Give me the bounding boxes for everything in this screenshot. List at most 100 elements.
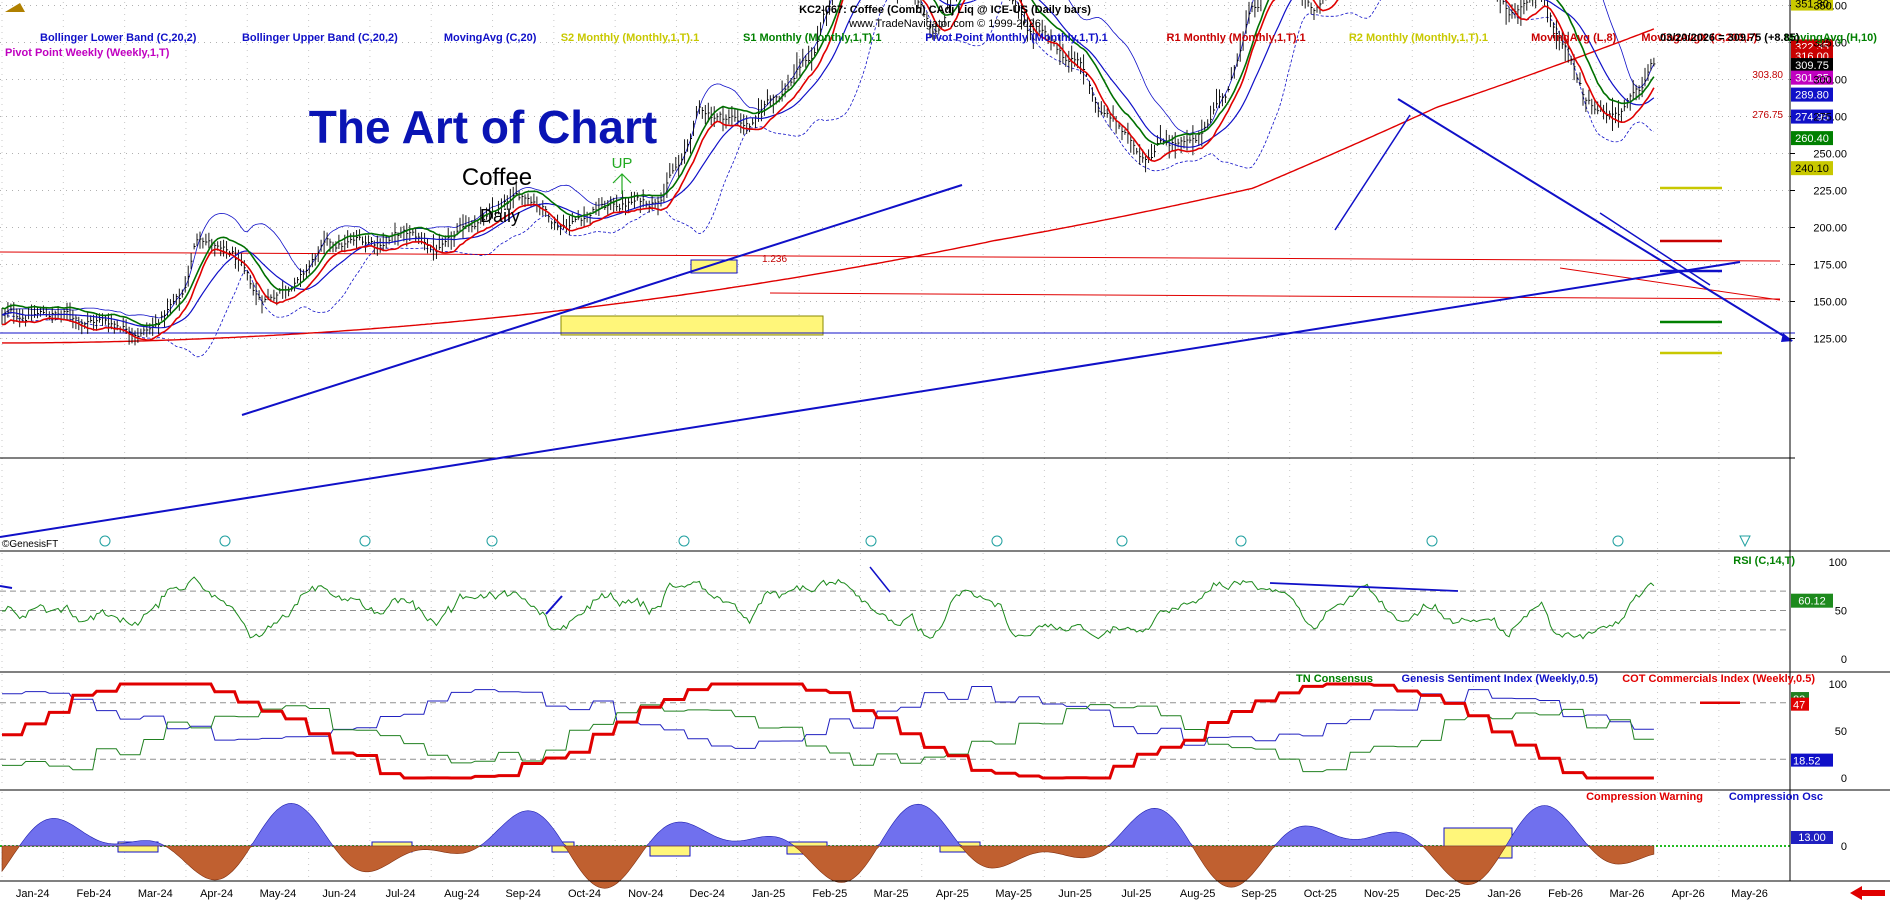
legend-entry: R1 Monthly (Monthly,1,T).1 <box>1167 32 1306 44</box>
ma10-high-line <box>1 0 1655 327</box>
x-tick-label: Feb-25 <box>812 888 847 900</box>
rollover-marker <box>865 535 877 547</box>
rollover-marker <box>99 535 111 547</box>
x-tick-label: Oct-25 <box>1304 888 1337 900</box>
compression-warning-title: Compression Warning <box>1586 791 1703 803</box>
price-tag <box>1791 70 1833 85</box>
rollover-marker <box>991 535 1003 547</box>
support-line <box>1559 267 1781 301</box>
rsi-tick-label: 50 <box>1835 606 1847 618</box>
price-tag <box>1791 161 1833 176</box>
chart-header-title: KC2-067: Coffee (Comb) CAdj Liq @ ICE-US… <box>799 4 1091 16</box>
x-tick-label: Oct-24 <box>568 888 601 900</box>
x-tick-label: May-24 <box>260 888 297 900</box>
rollover-marker <box>1739 535 1751 548</box>
x-tick-label: May-25 <box>995 888 1032 900</box>
rollover-marker <box>1116 535 1128 547</box>
legend-entry: S1 Monthly (Monthly,1,T).1 <box>743 32 882 44</box>
rsi-value-label: 60.12 <box>1798 596 1826 608</box>
sentiment-value-tag <box>1791 753 1833 767</box>
price-tick-label: 225.00 <box>1813 186 1847 198</box>
support-line <box>769 292 1781 300</box>
price-tag <box>1791 0 1833 11</box>
highlight-box <box>560 315 824 336</box>
price-tag <box>1791 131 1833 146</box>
price-tag-label: 274.95 <box>1795 112 1829 124</box>
x-tick-label: Mar-24 <box>138 888 173 900</box>
compression-value-label: 13.00 <box>1798 832 1826 844</box>
line-level-label: 276.75 <box>1752 110 1783 121</box>
rsi-line <box>2 576 1655 640</box>
price-tick-label: 200.00 <box>1813 223 1847 235</box>
x-tick-label: Jun-25 <box>1058 888 1092 900</box>
rollover-marker <box>1235 535 1247 547</box>
rollover-marker <box>1426 535 1438 547</box>
x-tick-label: Dec-25 <box>1425 888 1460 900</box>
price-tag <box>1791 109 1833 124</box>
price-tag-label: 301.25 <box>1795 73 1829 85</box>
rsi-trendline <box>869 566 891 593</box>
x-tick-label: Jan-26 <box>1487 888 1521 900</box>
tn-consensus-title: TN Consensus <box>1296 673 1373 685</box>
cot-index-line <box>2 682 1654 780</box>
sentiment-value-label: 47 <box>1793 700 1805 712</box>
rollover-marker <box>678 535 690 547</box>
legend-entry: MovingAvg (H,10) <box>1784 32 1877 44</box>
x-tick-label: Apr-24 <box>200 888 233 900</box>
price-tag-label: 309.75 <box>1795 60 1829 72</box>
x-tick-label: Jun-24 <box>322 888 356 900</box>
logo-icon <box>5 3 25 12</box>
up-arrow-icon <box>612 173 632 194</box>
scroll-left-arrow-icon <box>1850 886 1885 900</box>
x-tick-label: Sep-24 <box>505 888 540 900</box>
ma200-line <box>2 28 1655 344</box>
price-tick-label: 150.00 <box>1813 297 1847 309</box>
rollover-marker <box>1612 535 1624 547</box>
rsi-value-tag <box>1791 593 1833 608</box>
annotation-period: Daily <box>480 206 520 226</box>
rsi-trendline <box>1269 582 1459 592</box>
x-tick-label: Jan-24 <box>16 888 50 900</box>
compression-tick-label: 0 <box>1841 841 1847 853</box>
bollinger-lower-line <box>1 0 1655 358</box>
price-tick-label: 325.00 <box>1813 38 1847 50</box>
legend-entry: MovingAvg (C,20) <box>444 32 537 44</box>
sentiment-tick-label: 0 <box>1841 773 1847 785</box>
legend-entry: R2 Monthly (Monthly,1,T).1 <box>1349 32 1488 44</box>
x-tick-label: Sep-25 <box>1241 888 1276 900</box>
annotation-subtitle: Coffee <box>462 164 532 191</box>
highlight-box <box>690 259 738 274</box>
x-tick-label: Feb-26 <box>1548 888 1583 900</box>
price-tag-label: 260.40 <box>1795 133 1829 145</box>
price-tag <box>1791 87 1833 102</box>
resistance-line <box>0 251 1781 262</box>
rsi-tick-label: 0 <box>1841 654 1847 666</box>
trendline-lower <box>0 261 1741 538</box>
cot-index-title: COT Commercials Index (Weekly,0.5) <box>1622 673 1815 685</box>
sentiment-tick-label: 100 <box>1829 679 1847 691</box>
line-level-label: 303.80 <box>1752 70 1783 81</box>
sentiment-value-label: 18.52 <box>1793 756 1821 768</box>
compression-value-tag <box>1791 831 1833 844</box>
price-tag <box>1791 58 1833 73</box>
sentiment-value-tag <box>1791 697 1809 711</box>
annotation-up-label: UP <box>612 155 633 172</box>
x-tick-label: Dec-24 <box>689 888 724 900</box>
price-tag-label: 351.30 <box>1795 0 1829 11</box>
trendline-short <box>1334 114 1411 231</box>
legend-entry: MovingAvgX (C,200,F) <box>1641 32 1757 44</box>
tn-consensus-line <box>2 704 1654 773</box>
legend-entry: Bollinger Upper Band (C,20,2) <box>242 32 398 44</box>
ma20-line <box>1 0 1655 329</box>
legend-entry: Pivot Point Monthly (Monthly,1,T).1 <box>925 32 1108 44</box>
price-tick-label: 250.00 <box>1813 149 1847 161</box>
chart-header-copyright: www.TradeNavigator.com © 1999-2026 <box>848 18 1041 30</box>
legend-entry: S2 Monthly (Monthly,1,T).1 <box>561 32 700 44</box>
x-tick-label: Aug-24 <box>444 888 479 900</box>
legend-last-value: 03/20/2026 = 309.75 (+8.85) <box>1660 32 1800 44</box>
x-tick-label: Jan-25 <box>752 888 786 900</box>
price-bars <box>1 0 1656 346</box>
trendline-down <box>1397 98 1793 342</box>
bollinger-upper-line <box>1 0 1655 319</box>
